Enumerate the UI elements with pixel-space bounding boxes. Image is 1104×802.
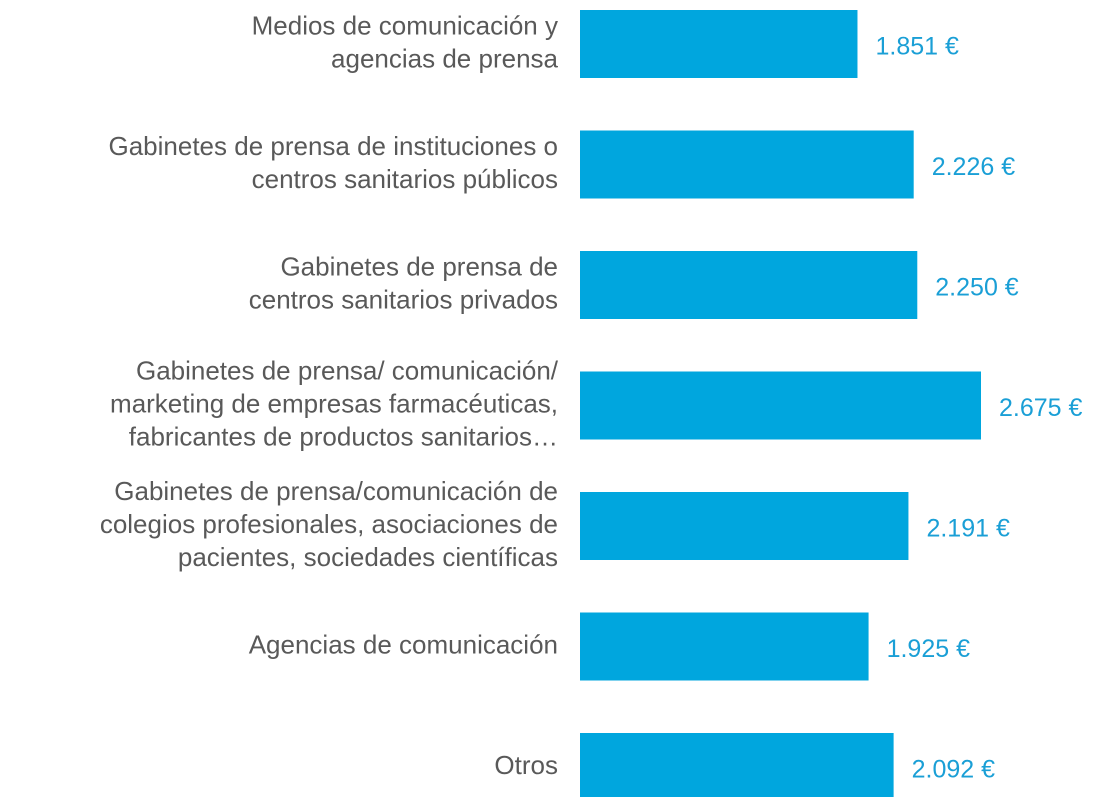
value-label: 2.191 € bbox=[926, 515, 1010, 543]
category-label: Gabinetes de prensa/comunicación de coleg… bbox=[100, 476, 558, 572]
value-label: 2.675 € bbox=[999, 394, 1083, 422]
bar bbox=[580, 251, 918, 319]
bar bbox=[580, 371, 981, 440]
category-label-line: centros sanitarios públicos bbox=[252, 164, 558, 194]
category-label-line: Medios de comunicación y bbox=[252, 10, 558, 40]
value-label: 2.092 € bbox=[912, 756, 996, 784]
category-label-line: Otros bbox=[494, 750, 558, 780]
category-label: Agencias de comunicación bbox=[249, 629, 558, 659]
category-label: Gabinetes de prensa de instituciones o ce… bbox=[108, 131, 558, 194]
category-label-line: Gabinetes de prensa/ comunicación/ bbox=[136, 355, 559, 385]
category-label-line: colegios profesionales, asociaciones de bbox=[100, 509, 558, 539]
category-label-line: centros sanitarios privados bbox=[249, 284, 558, 314]
category-label-line: agencias de prensa bbox=[331, 43, 558, 73]
bar bbox=[580, 733, 894, 801]
category-label-line: marketing de empresas farmacéuticas, bbox=[110, 388, 558, 418]
category-label-line: Gabinetes de prensa de bbox=[280, 251, 558, 281]
category-label-line: Gabinetes de prensa/comunicación de bbox=[114, 476, 558, 506]
category-label: Otros bbox=[494, 750, 558, 780]
value-label: 1.851 € bbox=[875, 33, 959, 61]
value-label: 1.925 € bbox=[887, 635, 971, 663]
category-label-line: Agencias de comunicación bbox=[249, 629, 558, 659]
bar bbox=[580, 10, 858, 78]
category-label: Gabinetes de prensa/ comunicación/market… bbox=[110, 355, 559, 451]
bar bbox=[580, 492, 909, 560]
value-label: 2.250 € bbox=[935, 274, 1019, 302]
category-label: Gabinetes de prensa de centros sanitarios… bbox=[249, 251, 558, 314]
category-label-line: fabricantes de productos sanitarios… bbox=[129, 421, 558, 451]
category-label-line: pacientes, sociedades científicas bbox=[178, 542, 558, 572]
category-label-line: Gabinetes de prensa de instituciones o bbox=[108, 131, 558, 161]
value-label: 2.226 € bbox=[932, 153, 1016, 181]
category-label: Medios de comunicación y agencias de pren… bbox=[252, 10, 559, 73]
bar bbox=[580, 612, 869, 681]
bar bbox=[580, 130, 914, 199]
